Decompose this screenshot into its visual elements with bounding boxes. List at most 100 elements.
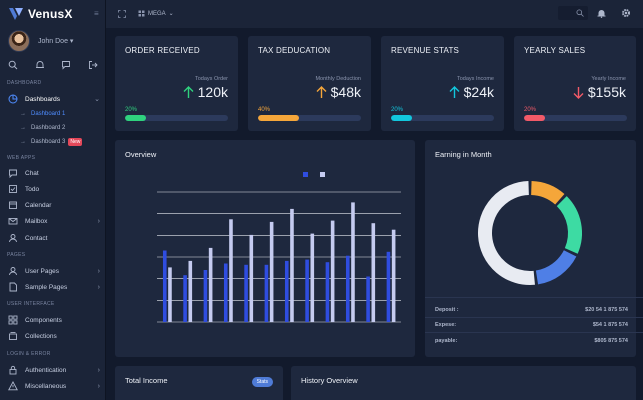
bar-series-2[interactable] bbox=[188, 260, 193, 322]
bell-icon[interactable] bbox=[35, 57, 45, 68]
chevron-right-icon: › bbox=[97, 283, 100, 291]
arrow-right-icon: → bbox=[20, 111, 26, 117]
sidebar-item-chat[interactable]: Chat bbox=[8, 166, 100, 180]
bar-series-1[interactable] bbox=[244, 264, 248, 322]
mega-menu[interactable]: MEGA ⌄ bbox=[138, 10, 174, 17]
sidebar-subitem-dashboard-1[interactable]: → Dashboard 1 bbox=[20, 111, 66, 117]
legend-item-series-1[interactable] bbox=[303, 172, 310, 178]
sidebar-item-contact[interactable]: Contact bbox=[8, 231, 100, 245]
stat-percent: 20% bbox=[524, 107, 537, 113]
user-name[interactable]: John Doe ▾ bbox=[38, 38, 74, 45]
chevron-right-icon: › bbox=[97, 366, 100, 374]
sidebar-item-todo[interactable]: Todo bbox=[8, 182, 100, 196]
sidebar-item-dashboards[interactable]: Dashboards ⌄ bbox=[8, 92, 100, 106]
bar-series-2[interactable] bbox=[290, 208, 294, 322]
bar-series-1[interactable] bbox=[223, 263, 228, 323]
sidebar-item-miscellaneous[interactable]: Miscellaneous › bbox=[8, 379, 100, 393]
bar-series-1[interactable] bbox=[386, 251, 391, 322]
calendar-icon bbox=[8, 200, 18, 210]
mail-icon bbox=[8, 216, 18, 226]
bell-icon[interactable] bbox=[597, 9, 606, 18]
progress-bar bbox=[524, 115, 627, 121]
legend-item-series-2[interactable] bbox=[320, 172, 327, 178]
bar-series-1[interactable] bbox=[366, 276, 370, 323]
avatar[interactable] bbox=[8, 30, 30, 52]
sidebar-item-components[interactable]: Components bbox=[8, 313, 100, 327]
bar-series-2[interactable] bbox=[330, 220, 335, 322]
sidebar-item-collections[interactable]: Collections bbox=[8, 329, 100, 343]
bar-series-1[interactable] bbox=[345, 255, 350, 322]
arrow-up-icon bbox=[449, 85, 460, 98]
user-caret-icon: ▾ bbox=[69, 38, 74, 45]
sidebar-quick-icons bbox=[8, 57, 98, 70]
brand-logo-icon bbox=[9, 8, 23, 20]
chevron-down-icon: ⌄ bbox=[168, 11, 174, 17]
chevron-right-icon: › bbox=[97, 217, 100, 225]
bar-series-1[interactable] bbox=[325, 262, 330, 322]
progress-bar bbox=[391, 115, 494, 121]
section-user-interface: USER INTERFACE bbox=[7, 301, 55, 307]
progress-bar bbox=[125, 115, 228, 121]
section-web-apps: WEB APPS bbox=[7, 155, 36, 161]
bar-series-2[interactable] bbox=[229, 219, 233, 322]
bar-series-1[interactable] bbox=[183, 275, 187, 322]
sidebar: VenusX ≡ John Doe ▾ DASHBOARD Dashboards… bbox=[0, 0, 106, 400]
brand-name: VenusX bbox=[28, 7, 73, 21]
sidebar-item-authentication[interactable]: Authentication › bbox=[8, 363, 100, 377]
earning-title: Earning in Month bbox=[435, 150, 492, 159]
progress-fill bbox=[258, 115, 300, 121]
sidebar-item-label: Dashboards bbox=[25, 95, 61, 103]
contact-icon bbox=[8, 233, 18, 243]
overview-card: Overview bbox=[115, 140, 415, 357]
fullscreen-icon[interactable] bbox=[118, 10, 126, 18]
sidebar-item-sample-pages[interactable]: Sample Pages › bbox=[8, 280, 100, 294]
divider bbox=[425, 297, 643, 298]
pages-icon bbox=[8, 282, 18, 292]
bar-series-1[interactable] bbox=[162, 250, 167, 323]
brand[interactable]: VenusX bbox=[8, 6, 73, 22]
bar-series-1[interactable] bbox=[305, 259, 309, 322]
menu-toggle-icon[interactable]: ≡ bbox=[94, 9, 99, 18]
donut-slice-4[interactable] bbox=[478, 181, 535, 285]
bar-series-2[interactable] bbox=[310, 233, 315, 322]
progress-fill bbox=[524, 115, 545, 121]
section-pages: PAGES bbox=[7, 252, 26, 258]
sidebar-item-calendar[interactable]: Calendar bbox=[8, 198, 100, 212]
legend-swatch bbox=[320, 172, 325, 178]
bar-series-2[interactable] bbox=[269, 221, 274, 322]
donut-slice-1[interactable] bbox=[530, 181, 565, 205]
bar-series-2[interactable] bbox=[371, 223, 376, 322]
sidebar-subitem-dashboard-3[interactable]: → Dashboard 3 New bbox=[20, 138, 83, 146]
search-icon bbox=[576, 9, 584, 17]
donut-slice-3[interactable] bbox=[535, 249, 577, 285]
stat-percent: 20% bbox=[125, 107, 138, 113]
history-title: History Overview bbox=[301, 376, 358, 385]
logout-icon[interactable] bbox=[88, 57, 98, 69]
stat-value: $24k bbox=[448, 84, 494, 100]
bar-series-2[interactable] bbox=[249, 234, 254, 322]
stat-card-revenue-stats: REVENUE STATS Todays Income $24k 20% bbox=[381, 36, 504, 131]
gear-icon[interactable] bbox=[621, 8, 631, 18]
progress-fill bbox=[391, 115, 412, 121]
sidebar-subitem-dashboard-2[interactable]: → Dashboard 2 bbox=[20, 125, 66, 131]
stat-card-order-received: ORDER RECEIVED Todays Order 120k 20% bbox=[115, 36, 238, 131]
bar-series-2[interactable] bbox=[351, 202, 355, 322]
stat-title: TAX DEDUCATION bbox=[258, 46, 331, 55]
chat-icon[interactable] bbox=[61, 57, 71, 70]
stat-card-yearly-sales: YEARLY SALES Yearly Income $155k 20% bbox=[514, 36, 636, 131]
sidebar-item-mailbox[interactable]: Mailbox › bbox=[8, 214, 100, 228]
earning-card: Earning in Month Deposit : $20 54 1 875 … bbox=[425, 140, 643, 357]
bar-series-1[interactable] bbox=[264, 264, 269, 322]
bar-series-2[interactable] bbox=[391, 229, 396, 322]
stats-button[interactable]: Stats bbox=[251, 377, 273, 387]
stat-percent: 40% bbox=[258, 107, 271, 113]
sidebar-item-user-pages[interactable]: User Pages › bbox=[8, 264, 100, 278]
bar-series-1[interactable] bbox=[284, 260, 289, 322]
bar-series-2[interactable] bbox=[168, 267, 172, 322]
search-input[interactable] bbox=[558, 6, 588, 20]
chart-legend bbox=[303, 172, 327, 178]
bar-series-1[interactable] bbox=[203, 270, 208, 322]
donut-slice-2[interactable] bbox=[556, 196, 582, 254]
bar-series-2[interactable] bbox=[208, 247, 213, 322]
search-icon[interactable] bbox=[8, 57, 18, 70]
